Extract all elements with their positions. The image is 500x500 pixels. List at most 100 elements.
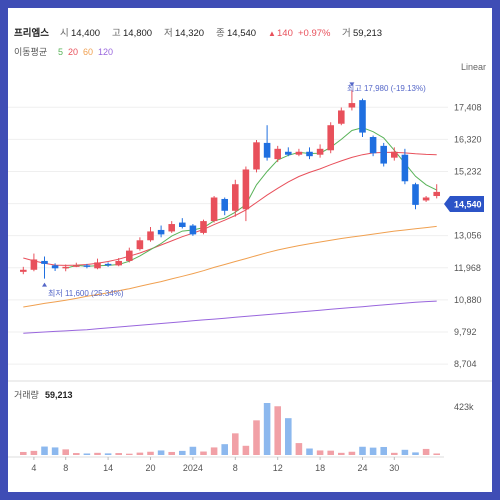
candle bbox=[348, 90, 356, 111]
candle-body-up bbox=[422, 197, 430, 201]
volume-bar bbox=[147, 451, 154, 455]
candle bbox=[232, 179, 239, 217]
volume-bar bbox=[422, 448, 430, 455]
candle bbox=[20, 266, 27, 275]
open-value: 14,400 bbox=[71, 28, 100, 39]
high-value: 14,800 bbox=[123, 28, 152, 39]
volume-bar bbox=[359, 446, 366, 455]
x-tick-label: 30 bbox=[389, 463, 399, 473]
candle bbox=[115, 257, 122, 267]
x-tick-label: 2024 bbox=[183, 463, 203, 473]
candle bbox=[306, 147, 313, 160]
price-tick-label: 16,320 bbox=[454, 134, 482, 144]
volume-bar bbox=[285, 418, 292, 455]
min-annotation-text: 최저 11,600 (25.34%) bbox=[48, 288, 124, 298]
candle bbox=[242, 166, 250, 222]
volume-bar bbox=[157, 450, 165, 455]
candle-body-down bbox=[51, 265, 59, 269]
candle bbox=[179, 218, 186, 229]
candle bbox=[94, 258, 101, 270]
candle-body-up bbox=[200, 221, 207, 233]
volume-bar bbox=[136, 452, 144, 455]
volume-bar bbox=[126, 453, 133, 455]
volume-bar bbox=[306, 448, 313, 455]
candle bbox=[73, 262, 80, 268]
x-tick-label: 14 bbox=[103, 463, 113, 473]
candle bbox=[327, 122, 334, 154]
candle-body-up bbox=[136, 240, 144, 250]
x-tick-label: 24 bbox=[357, 463, 367, 473]
candle-body-down bbox=[359, 100, 366, 133]
low-label: 저 bbox=[164, 28, 173, 39]
volume-label: 거 bbox=[342, 28, 351, 39]
candle bbox=[200, 219, 207, 235]
candle bbox=[274, 145, 281, 163]
chart-frame: 프리엠스 시 14,400 고 14,800 저 14,320 종 14,540… bbox=[8, 8, 492, 492]
ma-legend-5: 5 bbox=[58, 47, 63, 57]
candle bbox=[422, 196, 430, 202]
volume-bar bbox=[401, 449, 409, 455]
volume-bar bbox=[104, 453, 112, 455]
current-price-badge: 14,540 bbox=[444, 196, 484, 212]
candle bbox=[41, 256, 48, 279]
ma-legend-20: 20 bbox=[68, 47, 78, 57]
candle-body-up bbox=[232, 184, 239, 211]
volume-bar bbox=[73, 453, 80, 455]
ohlc-summary: 시 14,400 고 14,800 저 14,320 종 14,540 ▲ 14… bbox=[60, 28, 382, 39]
volume-bar bbox=[41, 446, 48, 455]
candle-body-down bbox=[104, 263, 112, 266]
candle-body-up bbox=[338, 110, 345, 124]
x-tick-label: 20 bbox=[145, 463, 155, 473]
ma5-line bbox=[65, 127, 437, 269]
x-tick-label: 8 bbox=[63, 463, 68, 473]
candle bbox=[30, 253, 38, 272]
candle-body-up bbox=[253, 142, 260, 170]
candle bbox=[126, 247, 133, 263]
candle bbox=[359, 98, 366, 138]
price-tick-label: 8,704 bbox=[454, 359, 477, 369]
candle-body-up bbox=[126, 250, 133, 261]
candle bbox=[401, 148, 409, 185]
candle-body-up bbox=[168, 224, 175, 232]
candle bbox=[168, 221, 175, 233]
candle bbox=[412, 182, 419, 210]
price-badge-shape bbox=[444, 196, 484, 212]
candle-body-down bbox=[263, 142, 271, 158]
volume-bar bbox=[412, 452, 419, 455]
ma-legend-120: 120 bbox=[98, 47, 113, 57]
volume-bar bbox=[327, 450, 334, 455]
price-tick-label: 15,232 bbox=[454, 166, 482, 176]
stock-name: 프리엠스 bbox=[14, 27, 49, 39]
scale-mode-label[interactable]: Linear bbox=[461, 62, 486, 72]
min-annotation: 최저 11,600 (25.34%) bbox=[42, 282, 124, 298]
ma-legend-60: 60 bbox=[83, 47, 93, 57]
stock-chart[interactable]: 프리엠스 시 14,400 고 14,800 저 14,320 종 14,540… bbox=[8, 8, 492, 492]
volume-bar bbox=[210, 447, 218, 455]
candle-body-down bbox=[179, 222, 186, 227]
price-tick-label: 10,880 bbox=[454, 295, 482, 305]
candle bbox=[221, 197, 228, 216]
ma120-line bbox=[23, 300, 437, 334]
x-tick-label: 8 bbox=[233, 463, 238, 473]
change-value: 140 bbox=[277, 28, 293, 39]
candle-body-down bbox=[189, 225, 197, 235]
high-label: 고 bbox=[112, 28, 121, 39]
candle-body-up bbox=[115, 260, 122, 266]
candle bbox=[210, 196, 218, 223]
volume-bar bbox=[200, 451, 207, 455]
change-arrow-icon: ▲ bbox=[268, 29, 276, 38]
moving-average-lines bbox=[23, 127, 437, 334]
max-annotation: 최고 17,980 (-19.13%) bbox=[347, 82, 426, 93]
open-label: 시 bbox=[60, 28, 69, 39]
candle-body-up bbox=[20, 269, 27, 272]
volume-bar bbox=[391, 452, 398, 455]
volume-bar bbox=[263, 403, 271, 455]
candle-body-up bbox=[147, 231, 154, 241]
candle bbox=[62, 264, 69, 272]
candle-body-down bbox=[285, 151, 292, 155]
price-gridlines bbox=[8, 106, 448, 365]
volume-bar bbox=[20, 451, 27, 455]
volume-bar bbox=[316, 450, 324, 455]
max-marker-icon bbox=[349, 82, 355, 87]
x-tick-label: 12 bbox=[273, 463, 283, 473]
